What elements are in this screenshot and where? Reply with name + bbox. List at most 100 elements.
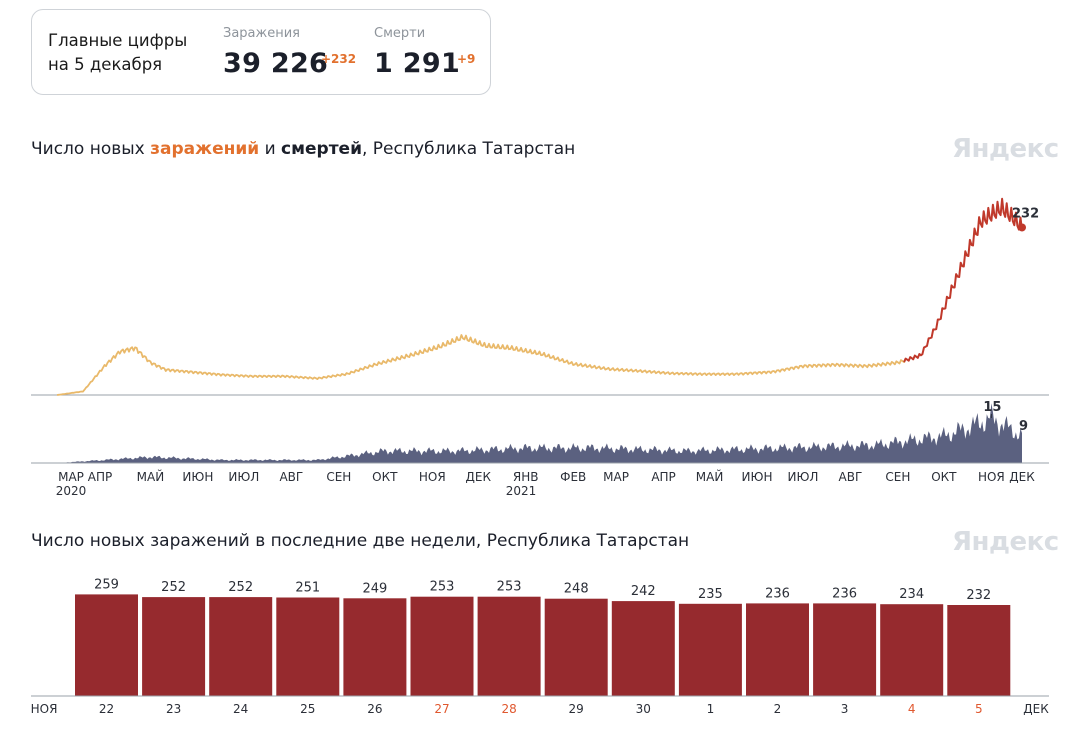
day-tick-label: 5 [975, 702, 983, 716]
bar-value-label: 253 [430, 580, 455, 595]
day-tick-label: 26 [367, 702, 382, 716]
month-tick-label: ИЮН [182, 470, 213, 484]
bars-group: 259 252 252 251 249 253 253 248 242 235 236 236 234 2… [75, 577, 1011, 696]
infections-last-point [1018, 223, 1026, 232]
chart1-title-deaths: смертей [281, 139, 362, 159]
day-tick-label: 2 [774, 702, 782, 716]
bar-value-label: 235 [698, 587, 723, 602]
deaths-area [57, 403, 1022, 463]
bar-value-label: 248 [564, 582, 589, 597]
month-tick-label: МАЙ [137, 469, 165, 484]
month-tick-label: ИЮЛ [228, 470, 259, 484]
bar-value-label: 236 [832, 586, 857, 601]
chart1-labels-group: 232 15 9 [983, 206, 1039, 434]
bar [746, 603, 809, 696]
month-tick-label: СЕН [326, 470, 351, 484]
month-tick-label: АПР [88, 470, 112, 484]
day-tick-label: 30 [636, 702, 651, 716]
month-tick-label: ДЕК [465, 470, 491, 484]
bar-value-label: 236 [765, 586, 790, 601]
chart2-title: Число новых заражений в последние две не… [31, 531, 690, 551]
infections-series-group [56, 197, 1026, 396]
bar-value-label: 249 [362, 581, 387, 596]
bar [477, 596, 541, 696]
day-tick-label: 4 [908, 702, 916, 716]
bar-value-label: 232 [966, 588, 991, 603]
day-tick-label: 22 [99, 702, 114, 716]
month-tick-label: ОКТ [372, 470, 398, 484]
day-tick-label: 3 [841, 702, 849, 716]
month-tick-label: МАР [603, 470, 629, 484]
bar [947, 605, 1011, 696]
chart1-title: Число новых заражений и смертей, Республ… [31, 139, 575, 159]
month-tick-label: НОЯ [419, 470, 446, 484]
bar [678, 603, 742, 696]
bar-value-label: 251 [295, 581, 320, 596]
last-deaths-label: 9 [1019, 419, 1028, 434]
bar-value-label: 242 [631, 584, 656, 599]
bar-value-label: 259 [94, 577, 119, 592]
summary-card: Главные цифры на 5 декабря Заражения 39 … [31, 9, 491, 95]
summary-title-line2: на 5 декабря [48, 55, 163, 74]
deaths-label: Смерти [374, 26, 426, 41]
month-tick-label: МАЙ [696, 469, 724, 484]
two-week-bar-chart: 259 252 252 251 249 253 253 248 242 235 236 236 234 2… [31, 577, 1050, 716]
deaths-value: 1 291 [374, 48, 461, 79]
bar [544, 598, 608, 696]
bar [75, 594, 138, 696]
month-tick-label: ИЮЛ [787, 470, 818, 484]
summary-title: Главные цифры на 5 декабря [48, 29, 218, 77]
bar [410, 596, 474, 696]
peak-deaths-label: 15 [983, 400, 1001, 415]
bar [209, 597, 273, 696]
day-tick-label: 29 [569, 702, 584, 716]
month-tick-label: ФЕВ [560, 470, 586, 484]
bar [813, 603, 877, 696]
deaths-series-group [57, 403, 1022, 463]
yandex-watermark-1: Яндекс [952, 134, 1059, 164]
chart1-title-infections: заражений [150, 139, 260, 159]
last-cases-label: 232 [1012, 206, 1039, 221]
chart1-month-axis: МАР АПР МАЙ ИЮН ИЮЛ АВГ СЕН ОКТ НОЯ ДЕК ЯНВ ФЕВ МАР А… [56, 469, 1035, 498]
month-tick-label: ДЕК [1009, 470, 1035, 484]
infections-deaths-chart: 232 15 9 МАР АПР МАЙ ИЮН ИЮЛ АВГ СЕН ОКТ НОЯ ДЕК ЯНВ… [31, 197, 1049, 498]
chart1-title-mid: и [259, 139, 282, 159]
month-tick-label: АВГ [839, 470, 863, 484]
end-month-label: ДЕК [1023, 702, 1049, 716]
day-tick-label: 25 [300, 702, 315, 716]
bar-value-label: 253 [497, 580, 522, 595]
month-tick-label: НОЯ [978, 470, 1005, 484]
cases-label: Заражения [223, 26, 300, 41]
infections-line-late [903, 197, 1023, 363]
chart1-title-post: , Республика Татарстан [362, 139, 576, 159]
yandex-watermark-2: Яндекс [952, 527, 1059, 557]
bar-value-label: 252 [161, 580, 186, 595]
deaths-delta: +9 [457, 52, 476, 66]
summary-title-line1: Главные цифры [48, 31, 188, 50]
cases-delta: +232 [321, 52, 357, 66]
month-tick-label: ИЮН [742, 470, 773, 484]
month-tick-label: ЯНВ [513, 470, 539, 484]
day-tick-label: 23 [166, 702, 181, 716]
bar-value-label: 234 [899, 587, 924, 602]
bar [343, 598, 407, 696]
month-tick-label: АВГ [279, 470, 303, 484]
month-tick-label: АПР [651, 470, 675, 484]
infections-line-early [56, 334, 907, 396]
day-tick-label: 27 [434, 702, 449, 716]
chart1-title-pre: Число новых [31, 139, 151, 159]
month-tick-label: СЕН [885, 470, 910, 484]
year-tick-label: 2020 [56, 484, 87, 498]
day-tick-label: 24 [233, 702, 248, 716]
day-tick-label: 1 [707, 702, 715, 716]
bar [276, 597, 340, 696]
day-tick-label: 28 [501, 702, 516, 716]
bar [880, 604, 944, 696]
bar [611, 601, 675, 696]
bar [142, 597, 206, 696]
cases-value: 39 226 [223, 48, 329, 79]
bar-value-label: 252 [228, 580, 253, 595]
year-tick-label: 2021 [506, 484, 537, 498]
month-tick-label: МАР [58, 470, 84, 484]
